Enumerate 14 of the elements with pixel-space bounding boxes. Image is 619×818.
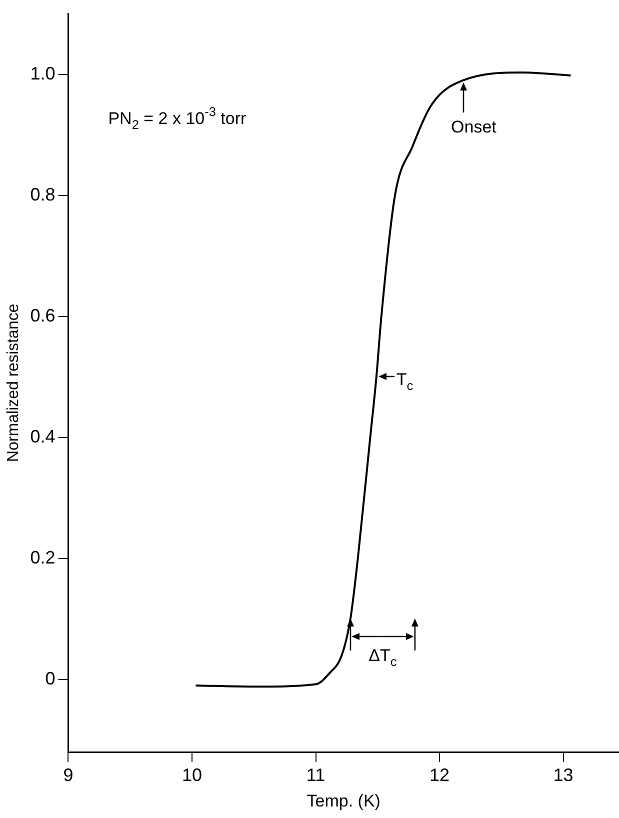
- y-tick-label: 1.0: [30, 63, 56, 84]
- x-tick-label: 13: [553, 764, 574, 785]
- y-axis-title: Normalized resistance: [5, 304, 22, 462]
- y-tick-label: 0: [45, 668, 56, 688]
- y-tick-label: 0.8: [30, 184, 56, 204]
- y-tick-label: 0.2: [30, 547, 56, 568]
- x-tick-label: 12: [430, 764, 450, 785]
- y-tick-label: 0.4: [30, 426, 56, 446]
- x-tick-label: 10: [182, 764, 202, 785]
- x-tick-label: 11: [306, 764, 326, 785]
- y-tick-label: 0.6: [30, 305, 56, 326]
- x-tick-label: 9: [63, 764, 74, 785]
- annotation: Onset: [451, 117, 497, 136]
- x-axis-title: Temp. (K): [306, 791, 380, 810]
